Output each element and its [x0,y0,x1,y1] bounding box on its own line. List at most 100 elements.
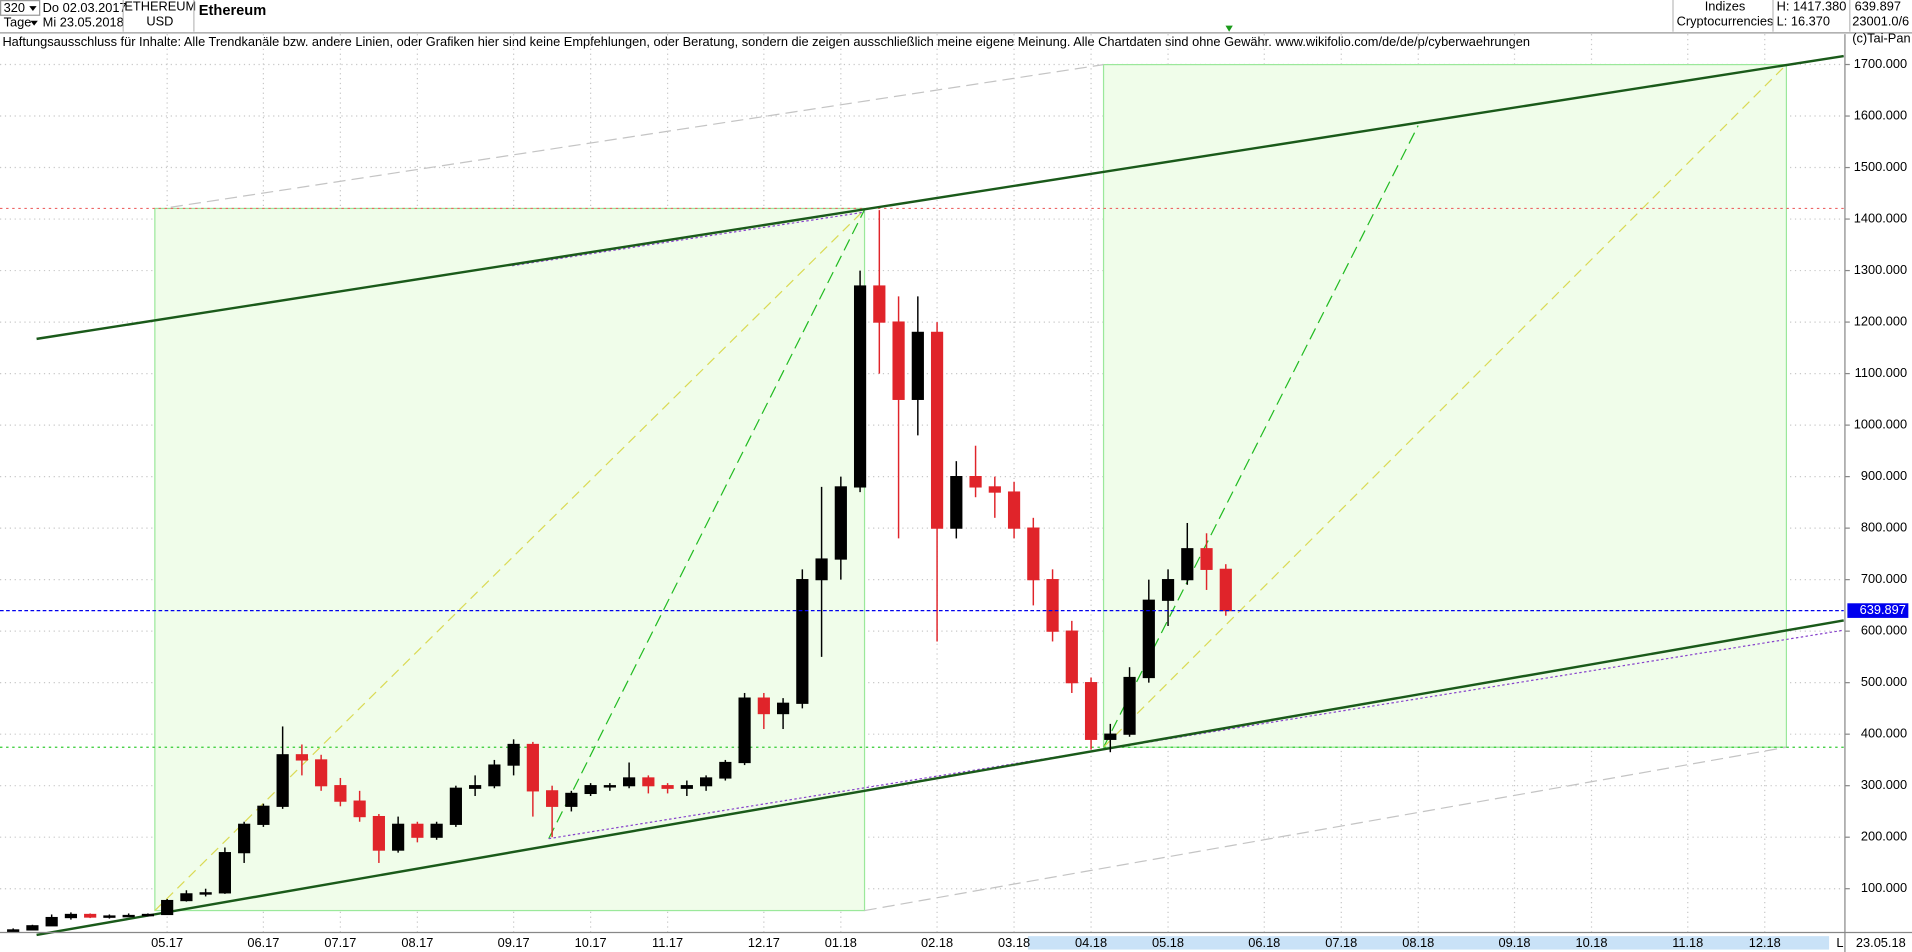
y-tick-label: 1500.000 [1854,159,1907,174]
helper-line [548,629,1844,840]
candle-body [950,476,963,529]
symbol: ETHEREUM [124,0,196,14]
candle-body [26,925,39,931]
candle-body [64,913,78,919]
x-tick-label: 06.17 [247,935,279,950]
candle-body [507,743,520,766]
projection-line [170,64,1104,208]
low: L: 16.370 [1777,13,1830,28]
scroll-window[interactable] [1027,936,1830,950]
projection-line [1103,125,1419,748]
x-tick-label: 05.18 [1152,935,1184,950]
x-tick-label: 07.18 [1325,935,1357,950]
candle-body [411,823,424,838]
group: Indizes [1705,0,1746,14]
candle-body [776,702,790,715]
scroll-mark[interactable]: L [1836,935,1843,950]
candles [7,210,1232,933]
y-tick-label: 1200.000 [1854,313,1907,328]
unit[interactable]: Tage [4,15,32,30]
x-tick-label: 09.17 [498,935,530,950]
period-box[interactable] [0,0,41,16]
x-tick-label: 02.18 [921,935,953,950]
candle-body [1104,733,1117,740]
dropdown-arrow [29,6,37,11]
trend-channel-upper [36,54,1844,341]
x-tick-label: 08.18 [1402,935,1434,950]
candle-body [738,697,751,764]
x-tick-label: 06.18 [1248,935,1280,950]
candle-body [988,486,1001,493]
y-tick-label: 800.000 [1861,520,1907,535]
candle-body [7,929,20,933]
x-tick-label: 04.18 [1075,935,1107,950]
candle-body [680,785,693,789]
candle-body [1065,630,1078,684]
candle-body [45,916,58,927]
candle-body [892,321,905,400]
header: 320 Do 02.03.2017 Tage Mi 23.05.2018 ETH… [0,0,1912,34]
x-tick-label: 09.18 [1498,935,1530,950]
candle-body [1219,568,1232,612]
x-tick-label: 01.18 [825,935,857,950]
candle-body [873,285,886,323]
projection-line [548,209,866,839]
candle-body [257,805,270,825]
last-price-box [1847,603,1909,618]
x-tick-label: 12.18 [1749,935,1781,950]
candle-body [238,823,251,854]
x-tick-label: 07.17 [324,935,356,950]
candle-body [642,777,655,787]
x-tick-label: 05.17 [151,935,183,950]
candle-body [796,579,809,704]
candle-body [1161,579,1175,601]
drawings [0,54,1844,937]
subgroup: Cryptocurrencies [1677,13,1774,28]
candle-body [565,792,578,807]
high: H: 1417.380 [1777,0,1847,14]
y-tick-label: 400.000 [1861,726,1907,741]
to-date: Mi 23.05.2018 [43,15,124,30]
y-tick-label: 200.000 [1861,829,1907,844]
candle-body [603,785,616,788]
x-tick-label: 11.18 [1672,935,1703,950]
candle-body [430,823,443,838]
candle-body [546,790,559,807]
projection-line [864,746,1787,912]
candle-body [199,892,212,895]
candle-body [719,761,732,779]
y-tick-label: 1400.000 [1854,210,1907,225]
candle-body [757,697,770,715]
candle-body [853,285,867,488]
candle-body [1084,682,1098,740]
candle-body [1007,491,1021,529]
candle-body [815,558,828,581]
candle-body [930,331,944,529]
candle-body [911,331,924,400]
disclaimer: Haftungsausschluss für Inhalte: Alle Tre… [2,34,1530,49]
candle-body [1046,579,1059,632]
candle-body [103,915,116,918]
candle-body [353,800,366,818]
candle-body [180,893,193,902]
candle-body [584,785,597,795]
instrument-name: Ethereum [199,3,266,19]
last: 639.897 [1855,0,1901,14]
candle-body [218,852,231,894]
axes: 100.000 200.000 300.000 400.000 500.000 600.0… [0,56,1909,950]
y-tick-label: 1000.000 [1854,416,1907,431]
x-tick-label: 12.17 [748,935,780,950]
candle-body [834,486,847,560]
candle-body [661,785,674,789]
candle-body [276,754,289,807]
candle-body [1142,599,1155,679]
period[interactable]: 320 [4,0,25,15]
candle-body [315,759,328,787]
candle-body [488,764,501,787]
candle-body [1123,676,1136,735]
helper-line [512,211,865,267]
y-tick-label: 1100.000 [1855,365,1907,380]
y-tick-label: 500.000 [1861,674,1907,689]
